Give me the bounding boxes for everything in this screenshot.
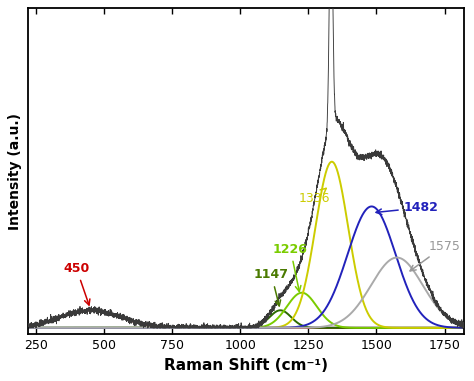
Text: 1336: 1336 [299,188,330,205]
Text: 1147: 1147 [254,268,289,306]
Y-axis label: Intensity (a.u.): Intensity (a.u.) [9,113,22,230]
Text: 1482: 1482 [376,201,438,215]
X-axis label: Raman Shift (cm⁻¹): Raman Shift (cm⁻¹) [164,358,328,373]
Text: 450: 450 [64,262,90,305]
Text: 1575: 1575 [410,240,460,271]
Text: 1226: 1226 [273,243,308,291]
